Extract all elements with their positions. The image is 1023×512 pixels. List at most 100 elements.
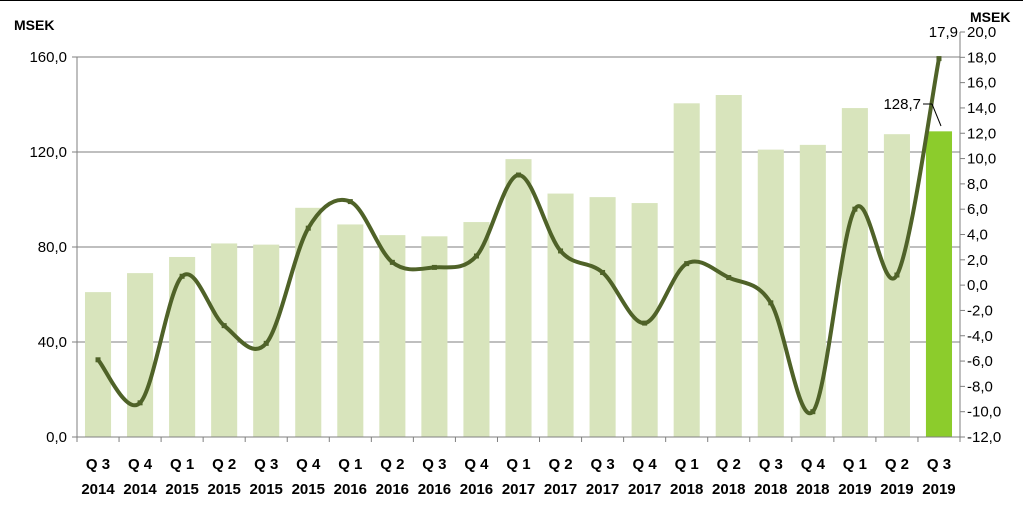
line-point <box>389 259 395 265</box>
x-tick-label-quarter: Q 3 <box>254 456 278 473</box>
bar <box>211 243 238 437</box>
right-axis-tick-label: -6,0 <box>967 353 993 370</box>
bar <box>883 134 910 437</box>
x-tick-label-year: 2015 <box>292 481 325 498</box>
x-tick-label-year: 2018 <box>670 481 703 498</box>
x-tick-label-quarter: Q 4 <box>296 456 321 473</box>
x-tick-label-quarter: Q 4 <box>128 456 153 473</box>
x-tick-label-quarter: Q 2 <box>212 456 236 473</box>
x-tick-label-year: 2016 <box>460 481 493 498</box>
x-tick-marks <box>76 437 961 442</box>
x-tick-label-year: 2016 <box>376 481 409 498</box>
right-axis-tick-label: 0,0 <box>967 277 988 294</box>
line-data-label: 17,9 <box>929 24 958 41</box>
line-series <box>95 56 942 416</box>
x-tick-label-quarter: Q 2 <box>885 456 909 473</box>
line-point <box>768 300 774 306</box>
left-axis-unit: MSEK <box>14 17 54 33</box>
line-point <box>179 273 185 279</box>
x-tick-label-year: 2018 <box>796 481 829 498</box>
right-axis-tick-label: 16,0 <box>967 75 996 92</box>
right-axis-tick-label: 2,0 <box>967 252 988 269</box>
x-tick-label-year: 2019 <box>838 481 871 498</box>
line-point <box>810 409 816 415</box>
line-point <box>473 253 479 259</box>
line-point <box>347 199 353 205</box>
right-axis-unit: MSEK <box>970 9 1010 25</box>
bar <box>715 95 742 437</box>
x-tick-label-quarter: Q 1 <box>675 456 699 473</box>
right-axis-tick-label: 6,0 <box>967 201 988 218</box>
x-tick-label-year: 2018 <box>712 481 745 498</box>
right-axis-tick-label: 20,0 <box>967 24 996 41</box>
bar <box>841 108 868 437</box>
bar <box>505 159 532 437</box>
left-axis-tick-label: 80,0 <box>38 239 67 256</box>
line-point <box>305 225 311 231</box>
x-tick-label-year: 2017 <box>544 481 577 498</box>
x-tick-label-year: 2014 <box>123 481 157 498</box>
bar <box>799 144 826 437</box>
x-tick-label-quarter: Q 1 <box>843 456 867 473</box>
line-point <box>600 269 606 275</box>
left-axis-tick-label: 160,0 <box>29 49 67 66</box>
tick-labels: 0,0 40,0 80,0 120,0 160,0 -12,0 -10,0 -8,0 -6,0 -… <box>29 24 1001 498</box>
x-tick-label-quarter: Q 3 <box>86 456 110 473</box>
right-axis-tick-label: -2,0 <box>967 302 993 319</box>
bar <box>589 197 616 437</box>
bar <box>295 207 322 437</box>
x-tick-label-quarter: Q 4 <box>633 456 658 473</box>
bar-data-label: 128,7 <box>883 96 921 113</box>
right-axis-tick-label: -10,0 <box>967 404 1001 421</box>
right-axis-tick-label: 10,0 <box>967 151 996 168</box>
x-tick-label-year: 2015 <box>165 481 198 498</box>
x-tick-label-quarter: Q 3 <box>591 456 615 473</box>
left-axis-tick-label: 120,0 <box>29 144 67 161</box>
left-axis-tick-label: 0,0 <box>46 429 67 446</box>
x-tick-label-quarter: Q 4 <box>801 456 826 473</box>
x-tick-label-quarter: Q 2 <box>548 456 572 473</box>
x-tick-label-quarter: Q 3 <box>759 456 783 473</box>
line-point <box>516 172 521 178</box>
line-point <box>558 248 564 254</box>
x-tick-label-quarter: Q 2 <box>717 456 741 473</box>
data-labels: 128,7 17,9 <box>883 24 958 127</box>
line-point <box>642 320 648 326</box>
line-point <box>431 264 437 270</box>
line-point <box>137 400 143 406</box>
right-axis-tick-label: 4,0 <box>967 227 988 244</box>
line-point <box>894 272 900 278</box>
right-axis-tick-label: -12,0 <box>967 429 1001 446</box>
line-point <box>95 357 101 363</box>
line-point <box>263 340 269 346</box>
x-tick-label-year: 2019 <box>880 481 913 498</box>
x-tick-label-quarter: Q 3 <box>422 456 446 473</box>
line-point <box>936 56 942 62</box>
x-tick-label-year: 2014 <box>81 481 115 498</box>
right-axis-tick-label: 12,0 <box>967 125 996 142</box>
right-axis-tick-label: -8,0 <box>967 378 993 395</box>
x-tick-label-year: 2016 <box>334 481 367 498</box>
x-tick-label-year: 2017 <box>628 481 661 498</box>
line-point <box>852 206 858 212</box>
x-tick-label-quarter: Q 3 <box>927 456 951 473</box>
bar <box>337 224 364 437</box>
x-tick-label-year: 2018 <box>754 481 787 498</box>
right-axis-tick-label: 8,0 <box>967 176 988 193</box>
x-tick-label-year: 2015 <box>250 481 283 498</box>
bar-label-leader-diag <box>931 103 942 127</box>
line-path <box>96 56 941 416</box>
x-tick-label-quarter: Q 2 <box>380 456 404 473</box>
left-axis-tick-label: 40,0 <box>38 334 67 351</box>
x-tick-label-year: 2017 <box>586 481 619 498</box>
bar <box>84 292 112 437</box>
x-tick-label-year: 2015 <box>207 481 240 498</box>
x-tick-label-year: 2017 <box>502 481 535 498</box>
bar <box>925 131 953 437</box>
axes <box>76 32 961 438</box>
right-axis-tick-label: 18,0 <box>967 49 996 66</box>
x-tick-label-year: 2019 <box>922 481 955 498</box>
x-tick-label-quarter: Q 4 <box>464 456 489 473</box>
x-tick-label-quarter: Q 1 <box>170 456 194 473</box>
